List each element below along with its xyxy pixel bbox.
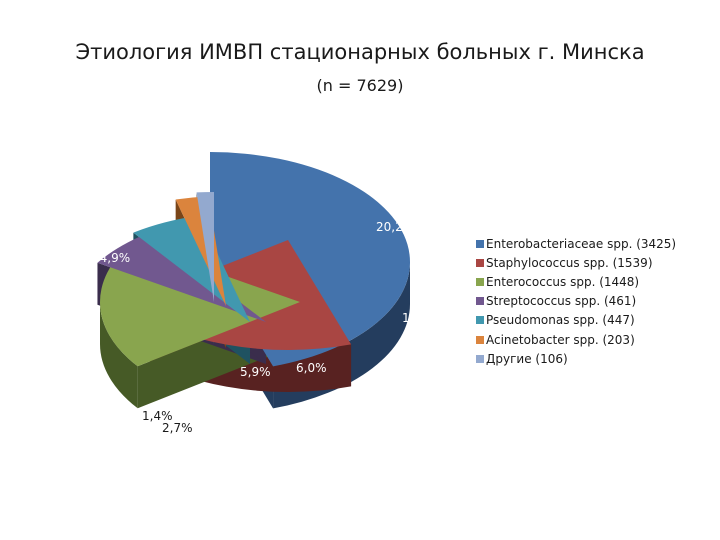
legend-item-3: Enterococcus spp. (1448) bbox=[476, 272, 676, 291]
data-labels: 44,9% 20,2% 19,0% 6,0% 5,9% 2,7%1,4% bbox=[92, 220, 440, 435]
legend-label-3: Enterococcus spp. (1448) bbox=[486, 274, 640, 289]
slice-5-top bbox=[133, 215, 250, 322]
slice-7-top bbox=[196, 192, 214, 302]
slice-3-wall bbox=[100, 302, 138, 409]
legend-swatch-7 bbox=[476, 354, 484, 363]
legend-item-4: Streptococcus spp. (461) bbox=[476, 292, 676, 311]
data-label-4: 6,0% bbox=[296, 361, 327, 375]
legend-swatch-6 bbox=[476, 335, 484, 344]
chart-legend: Enterobacteriaceae spp. (3425) Staphyloco… bbox=[476, 234, 676, 368]
legend-swatch-3 bbox=[476, 277, 484, 286]
legend-swatch-5 bbox=[476, 316, 484, 325]
data-label-7: 1,4% bbox=[142, 409, 173, 423]
legend-item-7: Другие (106) bbox=[476, 349, 676, 368]
legend-item-5: Pseudomonas spp. (447) bbox=[476, 311, 676, 330]
legend-item-2: Staphylococcus spp. (1539) bbox=[476, 253, 676, 272]
data-label-3: 19,0% bbox=[402, 311, 440, 325]
legend-item-1: Enterobacteriaceae spp. (3425) bbox=[476, 234, 676, 253]
legend-label-4: Streptococcus spp. (461) bbox=[486, 294, 637, 309]
legend-swatch-4 bbox=[476, 297, 484, 306]
legend-label-1: Enterobacteriaceae spp. (3425) bbox=[486, 236, 677, 251]
data-label-2: 20,2% bbox=[376, 220, 414, 234]
data-label-6: 2,7% bbox=[162, 421, 193, 435]
legend-item-6: Acinetobacter spp. (203) bbox=[476, 330, 676, 349]
chart-title: Этиология ИМВП стационарных больных г. М… bbox=[75, 40, 645, 64]
data-label-5: 5,9% bbox=[240, 365, 271, 379]
legend-swatch-1 bbox=[476, 239, 484, 248]
legend-swatch-2 bbox=[476, 258, 484, 267]
legend-label-7: Другие (106) bbox=[486, 351, 568, 366]
data-label-1: 44,9% bbox=[92, 251, 130, 265]
legend-label-6: Acinetobacter spp. (203) bbox=[486, 332, 635, 347]
pie-tops bbox=[97, 152, 410, 367]
chart-subtitle: (n = 7629) bbox=[316, 76, 404, 95]
legend-label-2: Staphylococcus spp. (1539) bbox=[486, 255, 653, 270]
legend-label-5: Pseudomonas spp. (447) bbox=[486, 313, 635, 328]
